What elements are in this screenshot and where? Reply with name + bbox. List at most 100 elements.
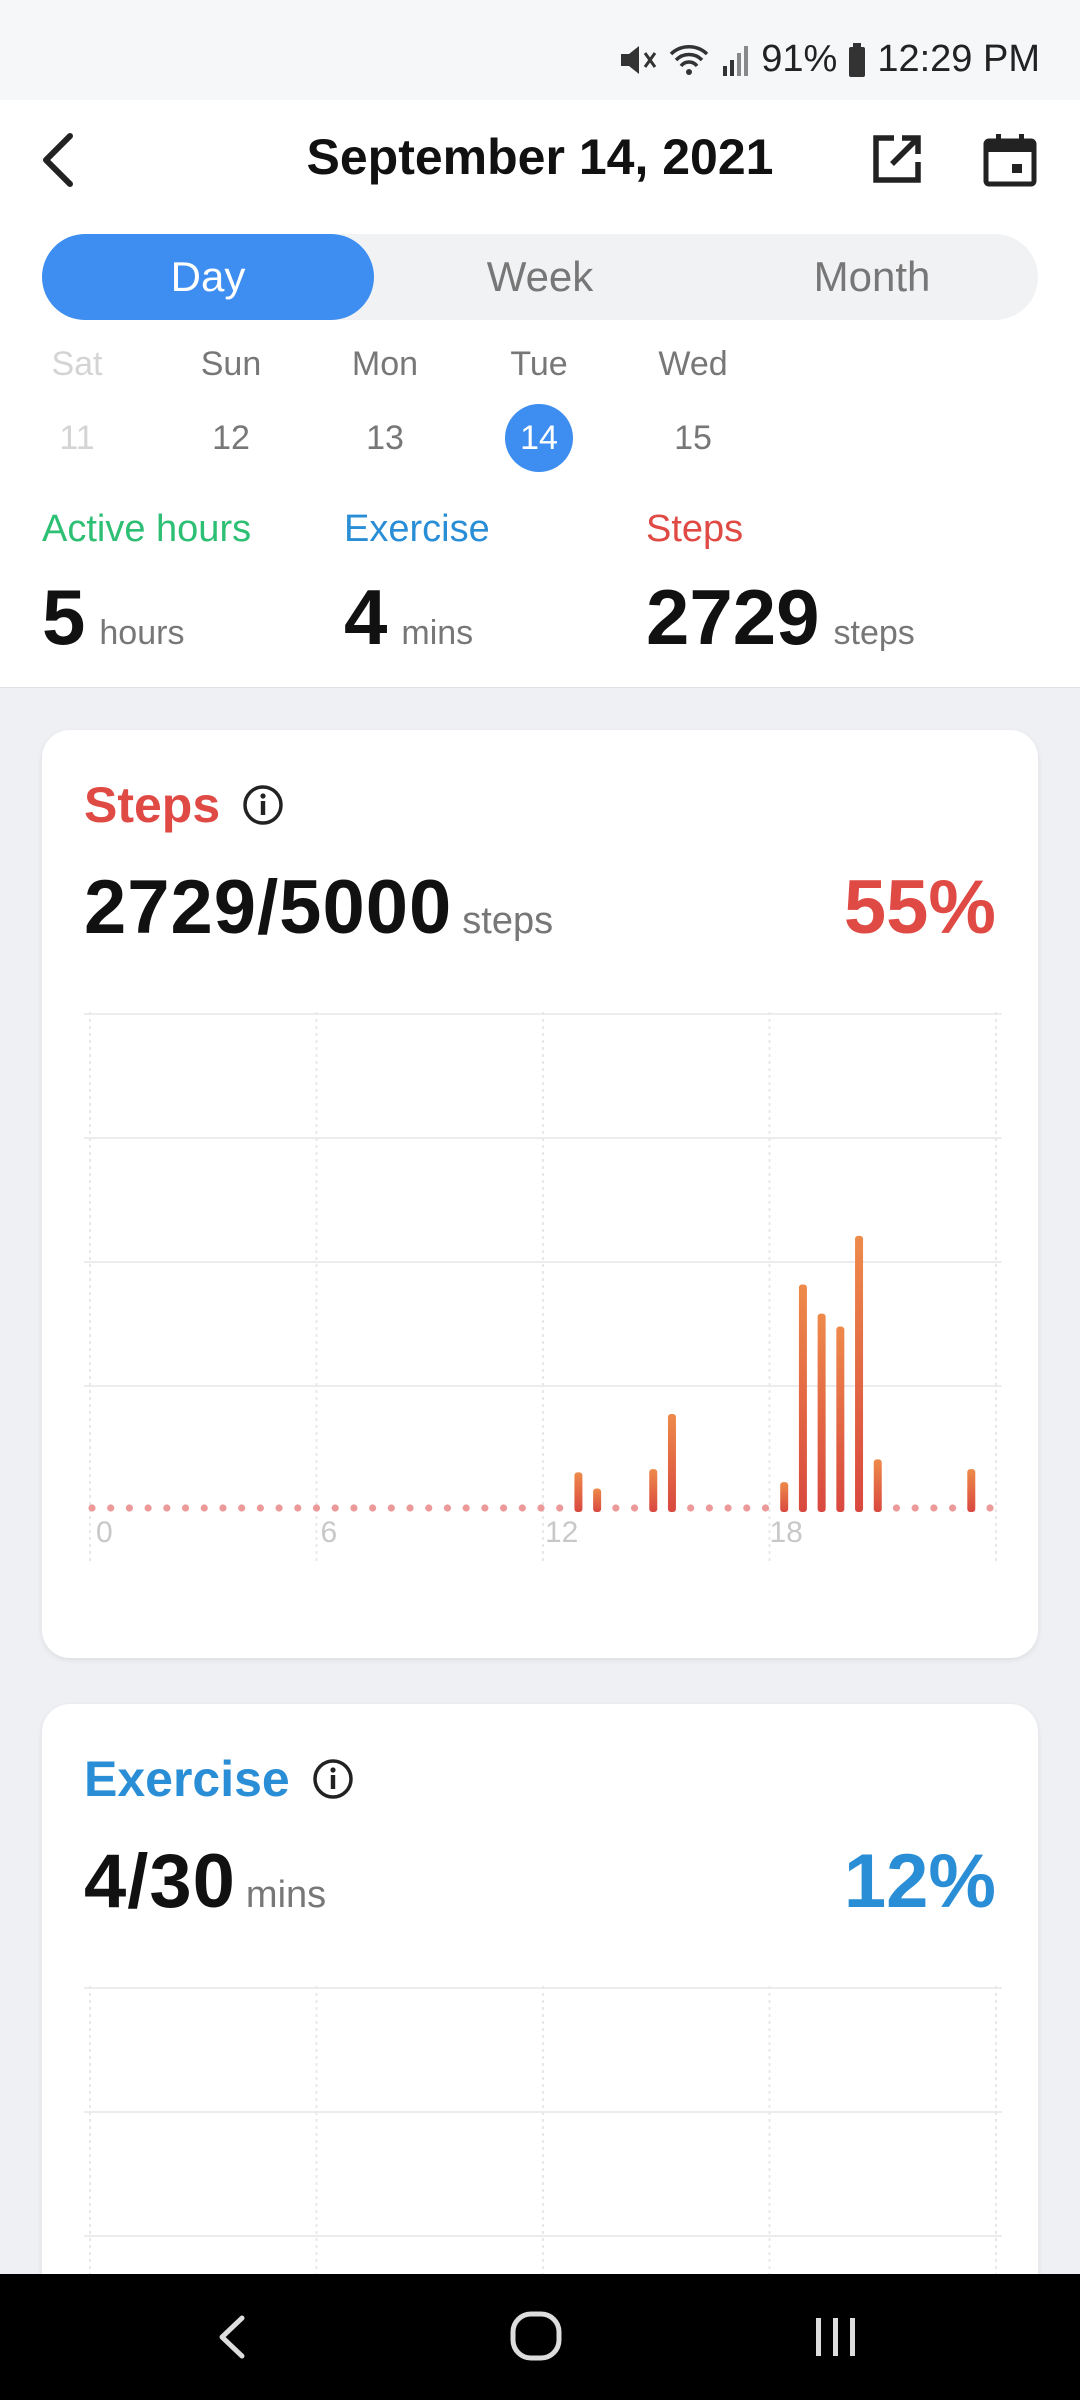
zero-dot — [630, 1504, 639, 1512]
day-mon[interactable]: Mon 13 — [330, 340, 440, 472]
top-panel — [0, 100, 1080, 688]
day-date: 14 — [505, 404, 573, 472]
day-name: Mon — [351, 345, 419, 383]
tab-month[interactable]: Month — [813, 253, 931, 300]
chevron-left-icon — [43, 133, 73, 187]
zero-dot — [911, 1504, 919, 1512]
zero-dot — [219, 1504, 227, 1512]
day-sun[interactable]: Sun 12 — [176, 340, 286, 472]
day-date: 12 — [212, 419, 250, 457]
status-bar: 91% 12:29 PM — [0, 0, 1080, 100]
day-strip: Sat 11 Sun 12 Mon 13 Tue 14 Wed 15 — [0, 340, 1080, 472]
zero-dot — [312, 1504, 321, 1512]
zero-dot — [612, 1504, 620, 1512]
zero-dot — [163, 1504, 171, 1512]
steps-stat[interactable]: Steps 2729 steps — [646, 508, 915, 663]
exercise-percent: 12% — [843, 1839, 996, 1924]
open-external-icon — [873, 135, 921, 183]
zero-dot — [743, 1504, 751, 1512]
wifi-icon — [670, 44, 709, 75]
steps-bar — [817, 1313, 826, 1512]
x-tick-label: 18 — [770, 1516, 803, 1549]
day-date: 11 — [59, 419, 95, 457]
exercise-label: Exercise — [344, 508, 490, 550]
back-icon — [219, 2315, 245, 2359]
steps-progress-unit: steps — [462, 900, 554, 942]
exercise-card-title: Exercise — [84, 1751, 290, 1807]
active-hours-label: Active hours — [42, 508, 252, 550]
steps-bar — [649, 1469, 658, 1512]
nav-back-button[interactable] — [196, 2304, 276, 2370]
zero-dot — [986, 1504, 994, 1512]
zero-dot — [238, 1504, 246, 1512]
share-button[interactable] — [868, 132, 924, 188]
steps-bar — [873, 1459, 882, 1512]
zero-dot — [181, 1504, 190, 1512]
zero-dot — [499, 1504, 508, 1512]
battery-percent: 91% — [761, 38, 838, 80]
signal-icon — [723, 45, 749, 76]
nav-recents-button[interactable] — [796, 2304, 876, 2370]
steps-bar — [780, 1482, 789, 1512]
steps-value: 2729 — [646, 573, 820, 661]
zero-dot — [387, 1504, 395, 1512]
zero-dot — [125, 1504, 134, 1512]
exercise-value: 4 — [344, 573, 388, 661]
info-icon[interactable] — [312, 1758, 354, 1800]
zero-dot — [406, 1504, 414, 1512]
x-tick-label: 6 — [321, 1516, 338, 1549]
zero-dot — [462, 1504, 470, 1512]
day-wed[interactable]: Wed 15 — [638, 340, 748, 472]
day-sat[interactable]: Sat 11 — [22, 340, 132, 472]
day-name: Sat — [51, 345, 103, 383]
exercise-stat[interactable]: Exercise 4 mins — [344, 508, 490, 663]
steps-bar — [855, 1235, 864, 1512]
zero-dot — [200, 1504, 208, 1512]
zero-dot — [537, 1504, 545, 1512]
zero-dot — [88, 1504, 96, 1512]
nav-home-button[interactable] — [496, 2304, 576, 2370]
active-hours-unit: hours — [99, 614, 185, 652]
tab-day[interactable]: Day — [42, 234, 374, 320]
back-button[interactable] — [34, 128, 86, 192]
zero-dot — [256, 1504, 264, 1512]
zero-dot — [350, 1504, 358, 1512]
zero-dot — [892, 1504, 901, 1512]
zero-dot — [556, 1504, 564, 1512]
zero-dot — [331, 1504, 339, 1512]
zero-dot — [948, 1504, 957, 1512]
zero-dot — [761, 1504, 770, 1512]
zero-dot — [724, 1504, 732, 1512]
steps-bar — [593, 1488, 602, 1512]
steps-card-title: Steps — [84, 777, 221, 833]
x-tick-label: 12 — [545, 1516, 578, 1549]
clock: 12:29 PM — [877, 38, 1040, 80]
zero-dot — [705, 1504, 713, 1512]
exercise-progress-unit: mins — [245, 1874, 327, 1916]
steps-bar — [667, 1414, 676, 1512]
calendar-icon — [983, 134, 1037, 187]
exercise-unit: mins — [401, 614, 474, 652]
mute-icon — [621, 45, 657, 74]
x-tick-label: 0 — [96, 1516, 113, 1549]
day-name: Tue — [510, 345, 568, 383]
steps-bar — [798, 1284, 807, 1512]
page-title: September 14, 2021 — [306, 129, 774, 185]
zero-dot — [687, 1504, 695, 1512]
steps-card[interactable]: Steps 2729/5000 steps 55% 0 6 12 18 — [42, 730, 1038, 1658]
status-icons: 91% 12:29 PM — [617, 38, 1040, 81]
zero-dot — [275, 1504, 283, 1512]
exercise-progress-value: 4/30 — [84, 1839, 236, 1924]
active-hours-stat[interactable]: Active hours 5 hours — [42, 508, 251, 663]
calendar-button[interactable] — [982, 132, 1038, 188]
info-icon[interactable] — [242, 784, 284, 826]
steps-bar — [967, 1469, 976, 1512]
zero-dot — [107, 1504, 115, 1512]
steps-progress-value: 2729/5000 — [84, 865, 453, 950]
home-icon — [510, 2311, 562, 2361]
day-tue[interactable]: Tue 14 — [484, 340, 594, 472]
zero-dot — [144, 1504, 152, 1512]
tab-week[interactable]: Week — [486, 253, 594, 300]
steps-label: Steps — [646, 508, 744, 550]
zero-dot — [294, 1504, 302, 1512]
